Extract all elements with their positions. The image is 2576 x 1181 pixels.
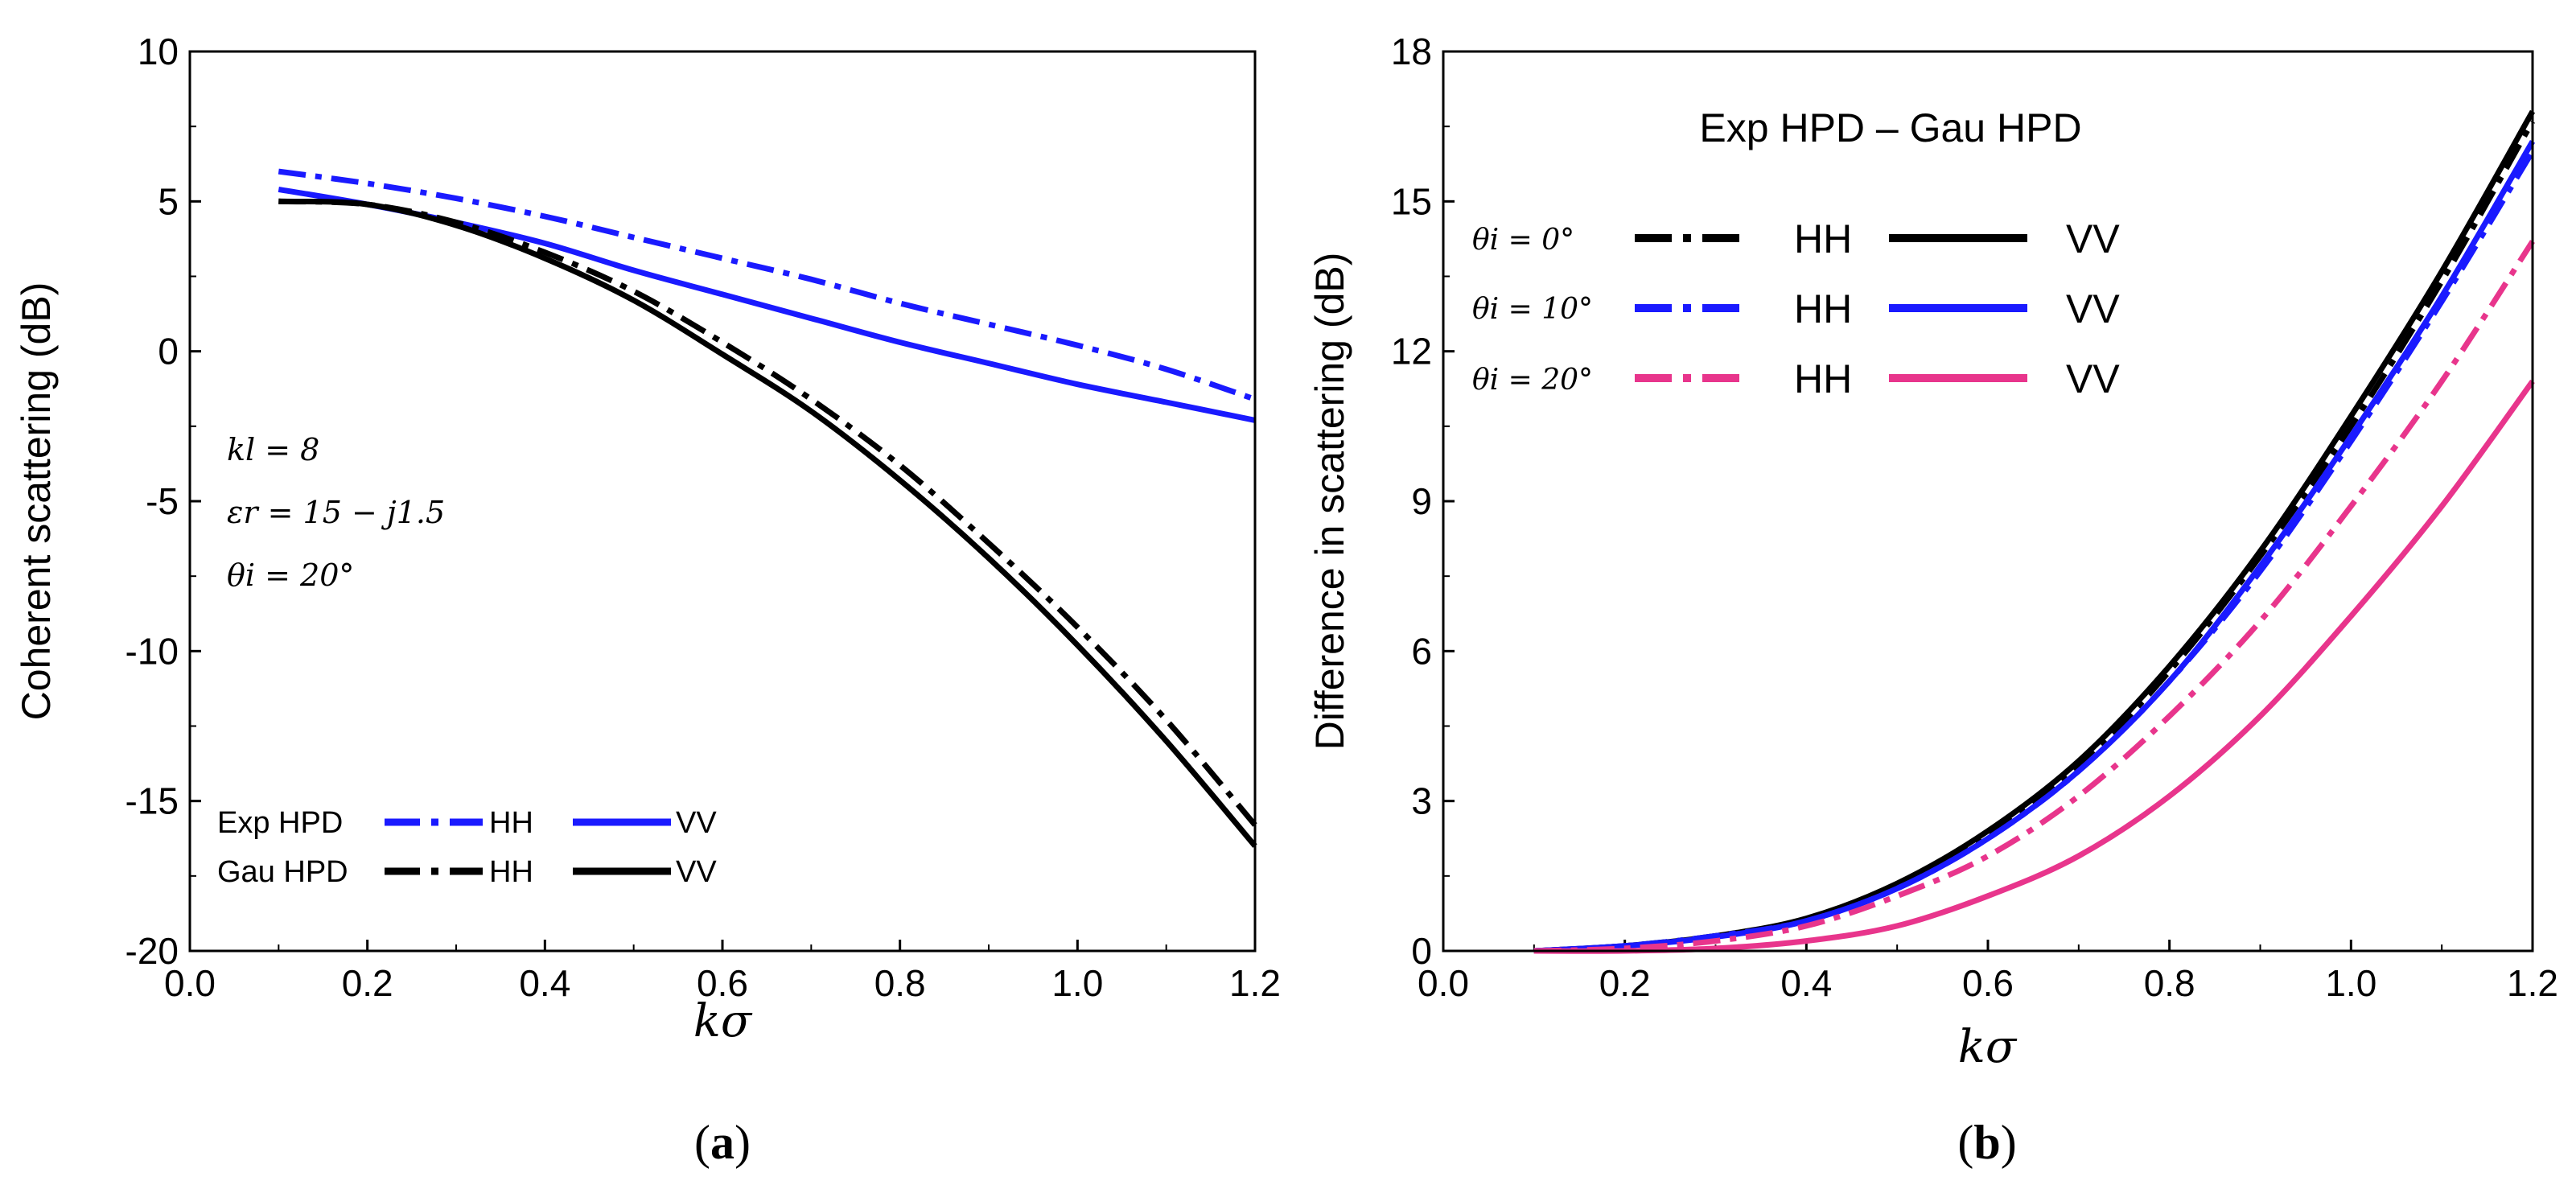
a-annotation-kl: kl = 8 <box>227 432 319 467</box>
a-legend-row1-vv: VV <box>676 806 717 840</box>
a-xlabel: kσ <box>693 995 753 1047</box>
a-xtick-label: 0.0 <box>164 962 216 1004</box>
a-ytick-label: -15 <box>126 780 179 822</box>
a-ytick-label: -10 <box>126 630 179 672</box>
a-legend-row1-hh: HH <box>489 806 533 840</box>
a-ylabel: Coherent scattering (dB) <box>14 282 59 721</box>
b-title: Exp HPD – Gau HPD <box>1699 105 2081 150</box>
b-legend-row2-vv: VV <box>2066 286 2120 331</box>
b-ytick-label: 18 <box>1391 31 1432 72</box>
b-legend-row1-hh: HH <box>1794 216 1852 261</box>
a-xtick-label: 0.8 <box>874 962 926 1004</box>
b-ytick-label: 3 <box>1411 780 1432 822</box>
a-legend-row2-hh: HH <box>489 855 533 889</box>
a-legend-row2-label: Gau HPD <box>217 855 348 889</box>
b-legend-row2-hh: HH <box>1794 286 1852 331</box>
b-series--i-10-vv <box>1533 140 2536 954</box>
b-axis-ticks: 0.0 0.2 0.4 0.6 0.8 1.0 1.2 18 15 12 9 6 3 0 <box>1391 31 2558 1004</box>
b-xtick-label: 0.4 <box>1780 962 1832 1004</box>
b-ylabel: Difference in scattering (dB) <box>1307 253 1352 751</box>
b-legend-row1-label: θi = 0° <box>1472 224 1574 257</box>
b-xtick-label: 1.2 <box>2507 962 2558 1004</box>
a-ytick-label: 0 <box>158 331 179 372</box>
b-xtick-label: 0.8 <box>2144 962 2195 1004</box>
a-annotations: kl = 8 εr = 15 − j1.5 θi = 20° <box>227 432 445 593</box>
a-series-gau-hpd-vv <box>278 198 1257 848</box>
a-ytick-label: 10 <box>138 31 179 72</box>
b-ytick-label: 9 <box>1411 480 1432 522</box>
a-legend: Exp HPD HH VV Gau HPD HH VV <box>217 806 717 889</box>
b-series--i-20-hh <box>1533 240 2535 954</box>
a-legend-row1-label: Exp HPD <box>217 806 343 840</box>
a-xtick-label: 0.2 <box>342 962 393 1004</box>
b-series--i-20-vv <box>1533 379 2535 954</box>
b-legend-row1-vv: VV <box>2066 216 2120 261</box>
b-legend-row2-label: θi = 10° <box>1472 293 1593 326</box>
b-series-layer <box>1533 109 2536 954</box>
a-ytick-label: 5 <box>158 180 179 222</box>
panel-b: 0.0 0.2 0.4 0.6 0.8 1.0 1.2 18 15 12 9 6 3 0 Differen… <box>1307 31 2558 1169</box>
a-xtick-label: 1.2 <box>1229 962 1281 1004</box>
b-ytick-label: 6 <box>1411 630 1432 672</box>
b-ytick-label: 0 <box>1411 930 1432 972</box>
a-plot-frame <box>188 50 1257 953</box>
a-xtick-label: 1.0 <box>1051 962 1103 1004</box>
b-ytick-label: 12 <box>1391 331 1432 372</box>
b-xtick-label: 0.0 <box>1418 962 1469 1004</box>
b-xtick-label: 0.6 <box>1962 962 2014 1004</box>
a-series-exp-hpd-vv <box>278 186 1256 423</box>
a-series-layer <box>278 168 1257 848</box>
a-ytick-label: -5 <box>146 480 179 522</box>
b-caption: (b) <box>1957 1116 2016 1169</box>
a-caption: (a) <box>694 1116 751 1169</box>
a-annotation-eps: εr = 15 − j1.5 <box>227 495 445 530</box>
b-legend-row3-hh: HH <box>1794 356 1852 401</box>
b-series--i-0-hh <box>1533 120 2536 954</box>
b-legend: θi = 0° HH VV θi = 10° HH VV θi = 20° HH… <box>1472 216 2120 401</box>
a-annotation-theta: θi = 20° <box>227 558 354 593</box>
a-xtick-label: 0.6 <box>697 962 748 1004</box>
a-ytick-label: -20 <box>126 930 179 972</box>
a-legend-row2-vv: VV <box>676 855 717 889</box>
b-xlabel: kσ <box>1958 1021 2018 1073</box>
b-xtick-label: 1.0 <box>2325 962 2376 1004</box>
panel-a: 0.0 0.2 0.4 0.6 0.8 1.0 1.2 10 5 0 -5 -10 -15 -20 Coh… <box>14 31 1281 1169</box>
b-legend-row3-vv: VV <box>2066 356 2120 401</box>
b-ytick-label: 15 <box>1391 180 1432 222</box>
b-xtick-label: 0.2 <box>1599 962 1651 1004</box>
a-axis-ticks: 0.0 0.2 0.4 0.6 0.8 1.0 1.2 10 5 0 -5 -10 -15 -20 <box>126 31 1281 1004</box>
a-series-gau-hpd-hh <box>278 198 1257 827</box>
a-series-exp-hpd-hh <box>278 168 1257 402</box>
b-legend-row3-label: θi = 20° <box>1472 364 1593 397</box>
b-plot-frame <box>1442 50 2534 953</box>
a-xtick-label: 0.4 <box>519 962 570 1004</box>
